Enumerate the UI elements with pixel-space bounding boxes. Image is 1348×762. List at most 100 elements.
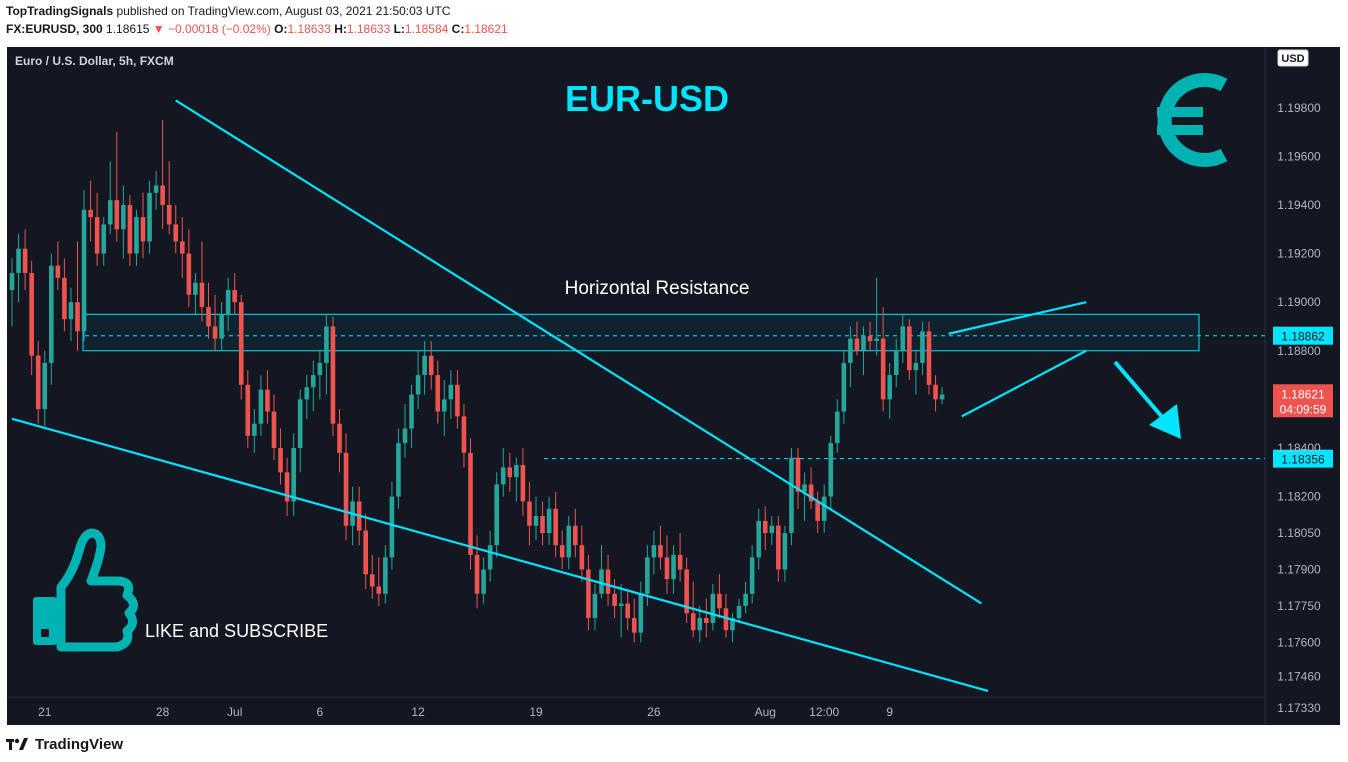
candle-body — [625, 603, 630, 619]
candle-body — [75, 302, 80, 332]
forecast-arrow-shaft — [1113, 360, 1171, 427]
candle-body — [861, 336, 866, 351]
y-tick-label: 1.19600 — [1277, 149, 1321, 163]
y-tick-label: 1.17330 — [1277, 701, 1321, 715]
bar-countdown: 04:09:59 — [1280, 402, 1327, 416]
low-label: L: — [393, 22, 405, 36]
candle-body — [769, 525, 775, 534]
y-tick-label: 1.17750 — [1277, 599, 1321, 613]
tradingview-logo[interactable]: TradingView — [6, 734, 123, 754]
candle-body — [81, 209, 87, 332]
candle-body — [893, 350, 899, 376]
resistance-zone — [82, 313, 1200, 352]
close-value: 1.18621 — [464, 22, 508, 36]
candle-body — [559, 545, 565, 558]
candle-body — [258, 389, 264, 424]
candle-body — [789, 457, 794, 534]
level-tag — [1273, 326, 1333, 345]
candle-body — [245, 384, 251, 436]
y-tick-label: 1.19200 — [1277, 247, 1321, 261]
currency-label: USD — [1281, 53, 1304, 65]
candle-body — [723, 608, 729, 631]
candle-body — [907, 326, 912, 371]
candle-body — [363, 530, 368, 575]
candle-body — [920, 331, 925, 363]
currency-badge — [1277, 49, 1309, 67]
candle-body — [835, 411, 840, 444]
publisher-name: TopTradingSignals — [6, 4, 114, 18]
candle-body — [304, 387, 310, 400]
x-tick-label: 21 — [38, 705, 52, 719]
candle-body — [376, 586, 382, 594]
candle-body — [468, 452, 473, 555]
y-tick-label: 1.17460 — [1277, 669, 1321, 683]
candle-body — [821, 496, 827, 521]
candle-body — [762, 520, 768, 534]
trend-line — [948, 301, 1087, 335]
candle-body — [717, 593, 722, 609]
candle-body — [134, 217, 139, 254]
candle-body — [926, 331, 932, 385]
candle-body — [481, 569, 486, 594]
candle-body — [520, 464, 526, 502]
high-value: 1.18633 — [346, 22, 391, 36]
candle-body — [265, 389, 270, 412]
y-tick-label: 1.18050 — [1277, 526, 1321, 540]
candle-body — [592, 593, 598, 619]
x-tick-label: 12:00 — [809, 705, 839, 719]
candle-body — [409, 394, 414, 429]
candle-body — [238, 302, 244, 385]
candle-body — [42, 362, 48, 410]
resistance-label: Horizontal Resistance — [565, 278, 750, 299]
candle-body — [330, 326, 336, 424]
candle-body — [225, 290, 231, 315]
candle-body — [867, 336, 873, 342]
candle-body — [121, 204, 126, 230]
candle-body — [697, 618, 703, 631]
candle-body — [474, 554, 480, 594]
candle-body — [147, 192, 152, 242]
candle-body — [514, 464, 519, 478]
y-tick-label: 1.17900 — [1277, 562, 1321, 576]
candle-body — [579, 545, 585, 570]
candle-body — [658, 545, 663, 558]
candle-body — [880, 338, 886, 400]
candle-body — [710, 593, 716, 623]
candle-body — [232, 290, 237, 303]
level-tag — [1273, 449, 1333, 468]
candle-body — [743, 593, 748, 606]
low-value: 1.18584 — [404, 22, 449, 36]
thumb-outline — [56, 528, 138, 652]
candle-body — [854, 338, 860, 351]
candle-body — [566, 525, 572, 558]
trend-line — [11, 417, 989, 693]
candle-body — [605, 569, 611, 594]
candle-body — [127, 204, 133, 254]
candle-body — [651, 545, 657, 558]
close-label: C: — [451, 22, 465, 36]
candle-body — [494, 484, 499, 546]
candle-body — [160, 185, 165, 205]
candle-body — [428, 355, 434, 376]
price-chart[interactable]: Horizontal Resistance 1.18862 1.18356 EUR-U… — [7, 47, 1340, 725]
candle-body — [16, 248, 21, 273]
high-label: H: — [334, 22, 347, 36]
candle-body — [193, 282, 198, 295]
candle-body — [828, 443, 834, 497]
tradingview-logo-icon — [6, 738, 28, 750]
candle-body — [140, 217, 146, 242]
candle-body — [94, 217, 100, 254]
candle-body — [422, 355, 427, 376]
candle-body — [802, 484, 807, 492]
candle-body — [252, 423, 257, 436]
symbol-label: FX:EURUSD, 300 — [6, 22, 103, 36]
candle-body — [369, 574, 375, 587]
candle-body — [389, 496, 395, 558]
candle-body — [500, 467, 506, 485]
last-price: 1.18615 — [106, 22, 150, 36]
y-tick-label: 1.19400 — [1277, 198, 1321, 212]
candle-body — [507, 467, 513, 478]
candle-body — [874, 338, 879, 342]
candle-body — [933, 384, 938, 400]
chart-area[interactable]: Horizontal Resistance 1.18862 1.18356 EUR-U… — [7, 47, 1340, 725]
